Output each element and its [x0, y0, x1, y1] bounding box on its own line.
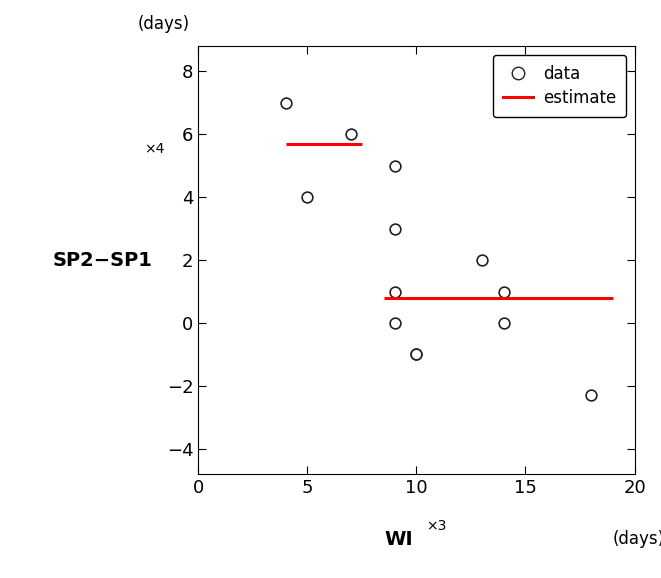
Text: (days): (days)	[613, 529, 661, 547]
Point	[302, 192, 313, 202]
Point	[280, 98, 291, 108]
Point	[411, 350, 422, 359]
Point	[498, 287, 509, 296]
Text: SP2−SP1: SP2−SP1	[52, 251, 152, 269]
Text: ×4: ×4	[145, 142, 165, 156]
Point	[389, 161, 400, 171]
Text: WI: WI	[385, 529, 413, 549]
Point	[477, 255, 487, 265]
Point	[389, 224, 400, 234]
Point	[346, 129, 356, 139]
Point	[411, 350, 422, 359]
Text: (days): (days)	[137, 16, 190, 34]
Point	[586, 391, 596, 400]
Point	[498, 318, 509, 328]
Point	[389, 318, 400, 328]
Text: ×3: ×3	[426, 519, 446, 533]
Point	[389, 287, 400, 296]
Legend: data, estimate: data, estimate	[493, 54, 626, 117]
